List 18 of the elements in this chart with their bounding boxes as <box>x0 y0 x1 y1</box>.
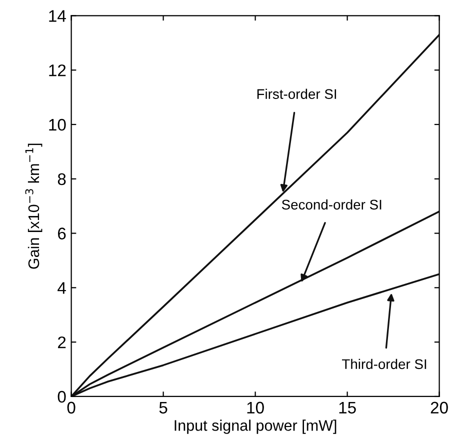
x-tick-label: 0 <box>67 402 76 414</box>
y-tick-label: 14 <box>49 10 66 22</box>
x-tick-label: 15 <box>339 402 356 414</box>
x-tick-label: 10 <box>247 402 264 414</box>
x-tick-label: 5 <box>159 402 168 414</box>
annotation: Third-order SI <box>342 358 426 370</box>
y-tick-label: 8 <box>58 173 66 186</box>
y-tick-label: 10 <box>49 118 66 131</box>
y-tick-label: 0 <box>58 390 66 403</box>
y-tick-label: 12 <box>49 64 66 76</box>
x-tick-label: 20 <box>430 402 448 414</box>
y-tick-label: 6 <box>58 228 66 240</box>
annotation: First-order SI <box>257 88 336 99</box>
y-tick-label: 2 <box>58 336 66 348</box>
annotation: Second-order SI <box>282 199 382 210</box>
y-tick-label: 4 <box>58 282 66 294</box>
y-axis-title: Gain [x10$^{−3}$ km$^{−1}$] <box>25 144 42 269</box>
x-axis-title: Input signal power [mW] <box>174 420 336 434</box>
